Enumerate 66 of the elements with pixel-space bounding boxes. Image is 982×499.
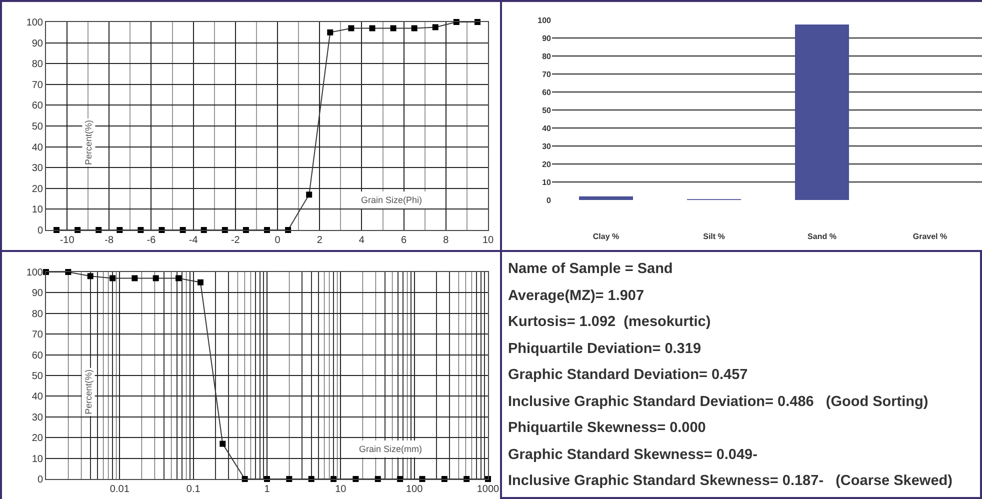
x-tick-label: 10 <box>335 484 347 495</box>
x-tick-label: 1000 <box>476 484 500 495</box>
y-tick-label: 10 <box>542 178 552 187</box>
y-tick-label: 100 <box>26 268 44 278</box>
text: Inclusive Graphic Standard Deviation= 0.486 (Good Sorting) <box>508 392 930 412</box>
y-tick-label: 80 <box>32 308 44 320</box>
text: Inclusive Graphic Standard Skewness= 0.187- (Coarse Skewed) <box>508 472 954 491</box>
y-tick-label: 30 <box>32 412 44 424</box>
y-tick-label: 90 <box>32 38 44 50</box>
x-tick-label: -8 <box>104 235 114 246</box>
x-tick-label: -2 <box>230 235 240 246</box>
y-tick-label: 40 <box>32 392 44 403</box>
y-tick-label: 30 <box>542 142 552 151</box>
x-tick-label: 1 <box>264 484 270 495</box>
y-tick-label: 20 <box>32 184 44 195</box>
y-tick-label: 90 <box>32 288 44 300</box>
x-tick-label: 4 <box>358 235 365 246</box>
y-tick-label: 30 <box>32 163 44 174</box>
y-tick-label: 50 <box>32 371 44 382</box>
text: Kurtosis= 1.092 (mesokurtic) <box>508 313 712 332</box>
x-tick-label: -4 <box>188 235 198 246</box>
x-tick-label: -10 <box>60 235 75 246</box>
y-tick-label: 60 <box>32 350 44 362</box>
y-tick-label: 50 <box>32 122 44 132</box>
y-tick-label: 60 <box>32 100 44 112</box>
x-tick-label: 10 <box>482 235 494 246</box>
x-tick-label: 100 <box>406 484 424 495</box>
y-tick-label: 100 <box>538 16 552 25</box>
x-tick-label: 6 <box>401 235 408 246</box>
y-tick-label: 100 <box>26 18 44 28</box>
x-tick-label: Sand % <box>808 232 836 241</box>
y-tick-label: 50 <box>542 106 552 115</box>
y-tick-label: 70 <box>32 80 44 91</box>
y-tick-label: 80 <box>32 59 44 70</box>
y-axis-title: Percent(%) <box>83 369 94 414</box>
x-tick-label: Clay % <box>592 232 620 241</box>
y-tick-label: 0 <box>37 474 44 486</box>
y-tick-label: 40 <box>542 124 552 133</box>
y-tick-label: 40 <box>32 142 44 154</box>
y-tick-label: 0 <box>546 196 552 205</box>
y-tick-label: 80 <box>542 52 552 61</box>
x-axis-title: Grain Size(mm) <box>359 444 422 454</box>
text: Graphic Standard Skewness= 0.049- <box>508 446 758 464</box>
text: Average(MZ)= 1.907 <box>508 286 646 306</box>
text: Graphic Standard Deviation= 0.457 <box>508 366 749 385</box>
text: Phiquartile Skewness= 0.000 <box>508 419 707 438</box>
x-tick-label: 0 <box>274 235 281 246</box>
x-tick-label: Gravel % <box>912 232 948 241</box>
y-axis-title: Percent(%) <box>84 120 94 165</box>
y-tick-label: 90 <box>542 34 552 43</box>
x-tick-label: 2 <box>316 235 323 246</box>
y-tick-label: 10 <box>32 454 44 465</box>
y-tick-label: 10 <box>32 204 44 216</box>
y-tick-label: 20 <box>542 160 552 169</box>
y-tick-label: 20 <box>32 433 44 444</box>
x-tick-label: Silt % <box>703 232 725 241</box>
y-tick-label: 70 <box>542 70 552 79</box>
x-tick-label: 0.01 <box>110 484 130 495</box>
text: Name of Sample = Sand <box>508 260 674 279</box>
x-axis-title: Grain Size(Phi) <box>361 195 422 205</box>
y-tick-label: 70 <box>32 330 44 341</box>
y-tick-label: 60 <box>542 88 552 97</box>
x-tick-label: -6 <box>146 235 156 246</box>
text: Phiquartile Deviation= 0.319 <box>508 340 702 358</box>
x-tick-label: 0.1 <box>186 484 201 495</box>
x-tick-label: 8 <box>443 235 450 246</box>
